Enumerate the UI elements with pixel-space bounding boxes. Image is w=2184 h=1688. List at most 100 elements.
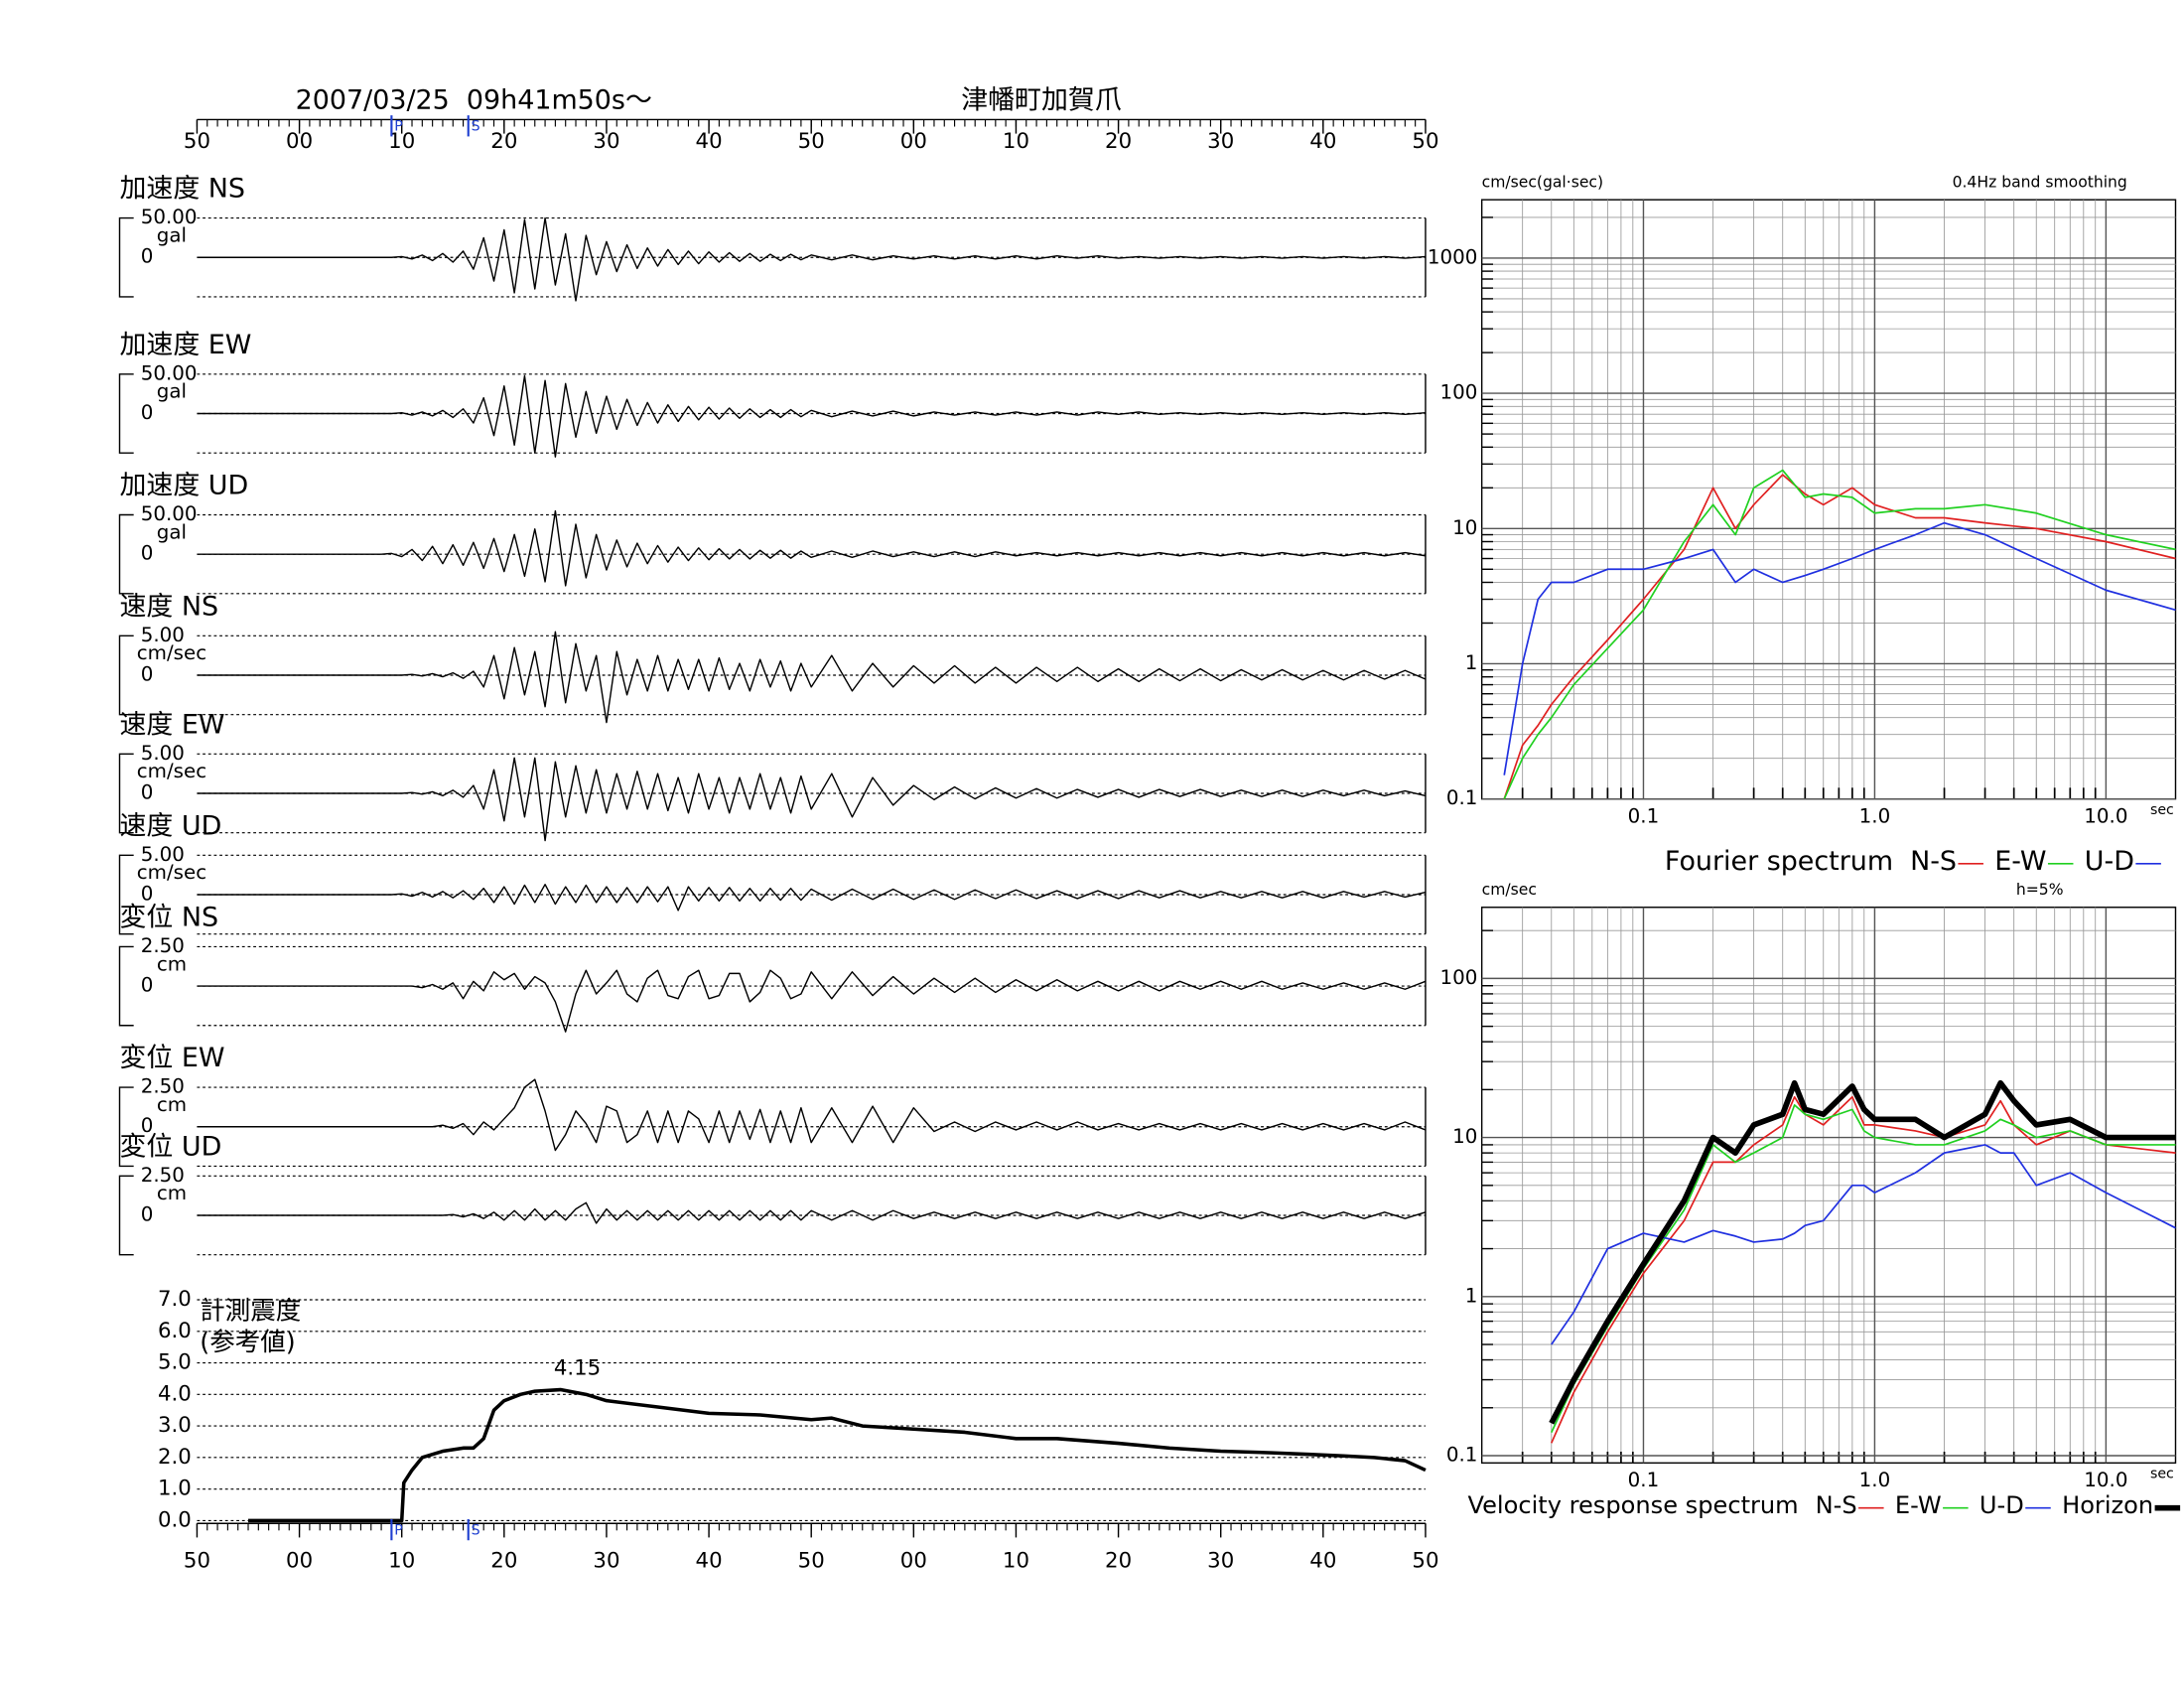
- x-tick-label: 30: [1207, 1549, 1234, 1574]
- trace-bracket: [118, 753, 134, 834]
- chart-subtitle: h=5%: [2016, 881, 2064, 899]
- trace-name: 変位 EW: [119, 1043, 224, 1073]
- x-tick-label: 00: [286, 129, 313, 154]
- y-tick-label: 1000: [1428, 245, 1477, 268]
- trace-unit: cm/sec: [137, 861, 206, 884]
- y-tick-label: 2.0: [158, 1445, 192, 1470]
- x-tick-label: 40: [1309, 129, 1336, 154]
- trace-name: 速度 EW: [119, 710, 224, 741]
- y-tick-label: 0: [141, 883, 154, 906]
- y-tick-label: 50.00: [141, 502, 198, 525]
- y-tick-label: 2.50: [141, 1075, 185, 1098]
- plot-frame: [1480, 199, 2177, 800]
- trace-bracket: [118, 634, 134, 716]
- x-tick-label: 50: [1412, 129, 1438, 154]
- trace-unit: cm/sec: [137, 760, 206, 782]
- y-tick-label: 0.1: [1446, 1444, 1478, 1467]
- y-tick-label: 0: [141, 542, 154, 565]
- spectrum-line: [1551, 1144, 2176, 1345]
- spectrum-line: [1551, 1095, 2176, 1444]
- x-tick-label: 10.0: [2084, 1469, 2127, 1491]
- waveform-trace: [197, 509, 1427, 587]
- trace-unit: cm: [157, 1182, 187, 1204]
- legend-title: Fourier spectrum: [1665, 846, 1893, 877]
- phase-label: P: [394, 119, 403, 135]
- trace-unit: gal: [157, 520, 187, 543]
- legend-label: U-D: [1979, 1491, 2024, 1519]
- y-tick-label: 10: [1452, 516, 1477, 539]
- x-tick-label: 50: [798, 1549, 825, 1574]
- trace-unit: cm: [157, 952, 187, 975]
- legend-label: N-S: [1816, 1491, 1857, 1519]
- y-tick-label: 7.0: [158, 1287, 192, 1312]
- trace-name: 加速度 EW: [119, 330, 251, 360]
- x-tick-label: 10: [388, 1549, 415, 1574]
- trace-bracket: [118, 1175, 134, 1256]
- waveform-trace: [197, 883, 1427, 912]
- y-tick-label: 0: [141, 245, 154, 268]
- y-tick-label: 2.50: [141, 934, 185, 957]
- y-tick-label: 4.0: [158, 1381, 192, 1406]
- x-tick-label: 50: [184, 129, 210, 154]
- waveform-trace: [197, 757, 1427, 842]
- x-axis-label: sec: [2150, 1467, 2174, 1482]
- legend-label: U-D: [2085, 846, 2134, 877]
- y-tick-label: 10: [1452, 1125, 1477, 1148]
- peak-label: 4.15: [554, 1355, 601, 1380]
- x-tick-label: 50: [798, 129, 825, 154]
- y-tick-label: 0.0: [158, 1507, 192, 1532]
- x-tick-label: 10: [388, 129, 415, 154]
- spectrum-line: [1551, 1104, 2176, 1433]
- trace-unit: gal: [157, 380, 187, 403]
- waveform-trace: [197, 969, 1427, 1033]
- x-tick-label: 30: [1207, 129, 1234, 154]
- phase-label: S: [472, 1522, 480, 1538]
- y-tick-label: 5.00: [141, 624, 185, 646]
- trace-unit: cm: [157, 1093, 187, 1116]
- y-tick-label: 50.00: [141, 361, 198, 384]
- spectrum-line: [1503, 469, 2176, 800]
- x-tick-label: 00: [900, 129, 927, 154]
- y-tick-label: 0: [141, 974, 154, 997]
- x-axis-label: sec: [2150, 802, 2174, 818]
- y-tick-label: 5.0: [158, 1350, 192, 1375]
- y-tick-label: 100: [1440, 966, 1478, 989]
- y-tick-label: 5.00: [141, 742, 185, 765]
- station-name: 津幡町加賀爪: [961, 85, 1122, 116]
- x-tick-label: 00: [900, 1549, 927, 1574]
- y-tick-label: 6.0: [158, 1319, 192, 1343]
- trace-unit: gal: [157, 224, 187, 247]
- chart-subtitle: (参考値): [200, 1328, 295, 1357]
- spectrum-line: [1503, 521, 2176, 775]
- x-tick-label: 10.0: [2084, 805, 2127, 828]
- x-tick-label: 20: [1105, 1549, 1132, 1574]
- x-tick-label: 30: [593, 129, 619, 154]
- phase-label: S: [472, 119, 480, 135]
- y-tick-label: 0: [141, 401, 154, 424]
- y-tick-label: 0: [141, 781, 154, 804]
- waveform-trace: [197, 1201, 1427, 1224]
- record-date: 2007/03/25 09h41m50s〜: [296, 85, 652, 116]
- spectrum-line: [1549, 1079, 2176, 1425]
- y-tick-label: 5.00: [141, 843, 185, 866]
- trace-name: 加速度 UD: [119, 471, 248, 501]
- trace-name: 加速度 NS: [119, 174, 245, 205]
- legend-label: Horizon: [2062, 1491, 2153, 1519]
- trace-name: 速度 NS: [119, 592, 218, 623]
- x-tick-label: 00: [286, 1549, 313, 1574]
- y-tick-label: 1: [1465, 651, 1478, 674]
- y-tick-label: 100: [1440, 381, 1478, 404]
- waveform-trace: [197, 216, 1427, 302]
- x-tick-label: 50: [1412, 1549, 1438, 1574]
- trace-bracket: [118, 854, 134, 935]
- trace-name: 速度 UD: [119, 811, 221, 842]
- waveform-trace: [197, 374, 1427, 458]
- x-tick-label: 40: [1309, 1549, 1336, 1574]
- y-tick-label: 0: [141, 663, 154, 686]
- chart-subtitle: 0.4Hz band smoothing: [1953, 174, 2127, 192]
- y-tick-label: 50.00: [141, 206, 198, 228]
- x-tick-label: 10: [1003, 129, 1029, 154]
- y-tick-label: 2.50: [141, 1164, 185, 1187]
